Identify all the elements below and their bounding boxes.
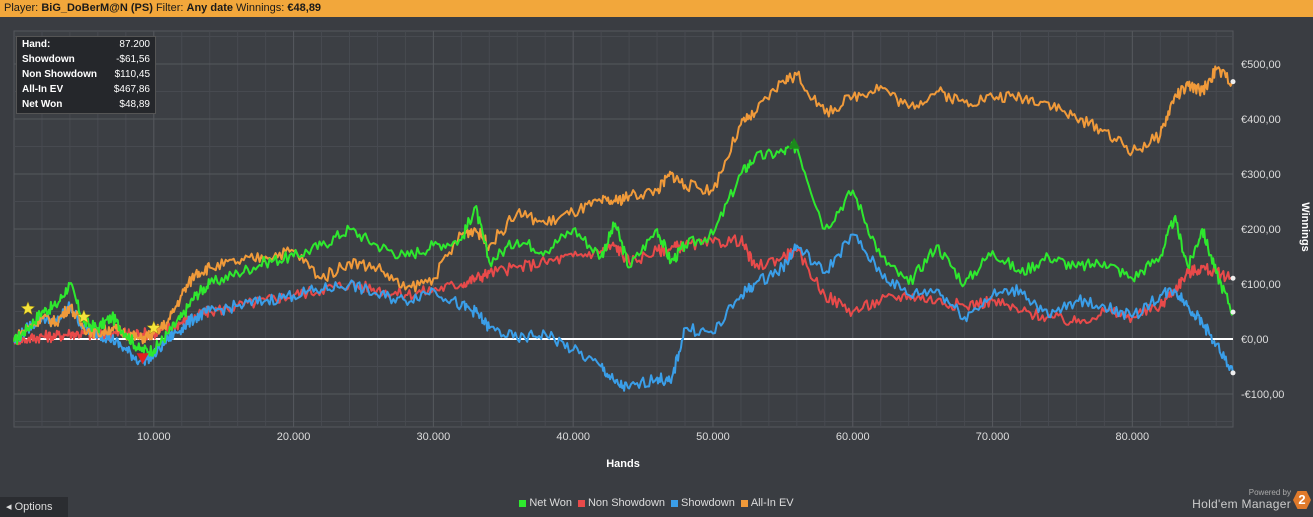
stat-value: -$61,56 bbox=[116, 54, 150, 65]
stat-label: Hand: bbox=[22, 39, 51, 50]
y-tick-label: €400,00 bbox=[1241, 114, 1281, 126]
series-line-net-won bbox=[13, 141, 1234, 357]
winnings-label: Winnings: bbox=[236, 2, 285, 14]
brand-name: Hold'em Manager bbox=[1192, 497, 1291, 511]
x-tick-label: 50.000 bbox=[696, 431, 730, 443]
series-end-point bbox=[1230, 370, 1236, 376]
stat-row: All-In EV $467,86 bbox=[17, 82, 155, 97]
series-end-point bbox=[1230, 275, 1236, 281]
star-marker bbox=[76, 309, 92, 324]
legend-label: Net Won bbox=[529, 497, 572, 509]
y-tick-label: -€100,00 bbox=[1241, 389, 1284, 401]
filter-label: Filter: bbox=[155, 2, 184, 14]
y-tick-label: €200,00 bbox=[1241, 224, 1281, 236]
series-line-non-showdown bbox=[13, 234, 1233, 346]
options-button[interactable]: ◂ Options bbox=[0, 497, 68, 517]
x-tick-label: 70.000 bbox=[976, 431, 1010, 443]
x-tick-label: 60.000 bbox=[836, 431, 870, 443]
star-marker bbox=[146, 320, 162, 335]
stat-label: All-In EV bbox=[22, 84, 64, 95]
x-tick-label: 40.000 bbox=[556, 431, 590, 443]
legend-label: Non Showdown bbox=[587, 497, 666, 509]
series-end-point bbox=[1230, 79, 1236, 85]
header-bar: Player: BiG_DoBerM@N (PS) Filter: Any da… bbox=[0, 0, 1313, 17]
legend-item[interactable]: All-In EV bbox=[740, 497, 794, 509]
stat-value: $467,86 bbox=[113, 84, 150, 95]
y-axis-label: Winnings bbox=[1299, 202, 1311, 251]
series-line-showdown bbox=[13, 233, 1234, 392]
legend-swatch bbox=[740, 499, 748, 507]
triangle-down-marker bbox=[136, 353, 149, 365]
stat-label: Showdown bbox=[22, 54, 75, 65]
player-label: Player: bbox=[4, 2, 39, 14]
y-tick-label: €0,00 bbox=[1241, 334, 1269, 346]
legend-swatch bbox=[519, 499, 527, 507]
legend-item[interactable]: Non Showdown bbox=[577, 497, 666, 509]
stat-row: Non Showdown $110,45 bbox=[17, 67, 155, 82]
triangle-up-marker bbox=[788, 137, 801, 149]
x-tick-label: 80.000 bbox=[1116, 431, 1150, 443]
stats-panel: Hand: 87.200 Showdown -$61,56 Non Showdown $1… bbox=[16, 36, 156, 114]
y-tick-label: €100,00 bbox=[1241, 279, 1281, 291]
stat-row: Net Won $48,89 bbox=[17, 97, 155, 112]
x-tick-label: 30.000 bbox=[417, 431, 451, 443]
legend-item[interactable]: Net Won bbox=[519, 497, 572, 509]
stat-row: Showdown -$61,56 bbox=[17, 52, 155, 67]
x-tick-label: 20.000 bbox=[277, 431, 311, 443]
brand: Powered by Hold'em Manager bbox=[1192, 488, 1291, 511]
player-value: BiG_DoBerM@N (PS) bbox=[41, 2, 153, 14]
stat-value: 87.200 bbox=[119, 39, 150, 50]
brand-badge: 2 bbox=[1293, 491, 1311, 509]
star-marker bbox=[20, 301, 36, 315]
series-end-point bbox=[1230, 309, 1236, 315]
winnings-value: €48,89 bbox=[287, 2, 322, 14]
powered-by-text: Powered by bbox=[1248, 488, 1291, 497]
stat-label: Non Showdown bbox=[22, 69, 97, 80]
options-label: Options bbox=[14, 501, 53, 513]
y-tick-label: €300,00 bbox=[1241, 169, 1281, 181]
filter-value: Any date bbox=[186, 2, 233, 14]
stat-row: Hand: 87.200 bbox=[17, 37, 155, 52]
x-axis-label: Hands bbox=[606, 458, 640, 470]
y-tick-label: €500,00 bbox=[1241, 59, 1281, 71]
stat-value: $110,45 bbox=[114, 69, 150, 80]
legend-item[interactable]: Showdown bbox=[671, 497, 735, 509]
winnings-chart: 10.000 20.000 30.000 40.000 50.000 60.000 70.0… bbox=[13, 30, 1311, 470]
legend-swatch bbox=[577, 499, 585, 507]
chart-legend: Net Won Non Showdown Showdown All-In EV bbox=[0, 497, 1313, 509]
legend-swatch bbox=[671, 499, 679, 507]
series-line-all-in-ev bbox=[13, 65, 1234, 345]
legend-label: All-In EV bbox=[750, 497, 794, 509]
stat-label: Net Won bbox=[22, 99, 63, 110]
x-tick-label: 10.000 bbox=[137, 431, 171, 443]
legend-label: Showdown bbox=[681, 497, 735, 509]
stat-value: $48,89 bbox=[119, 99, 150, 110]
